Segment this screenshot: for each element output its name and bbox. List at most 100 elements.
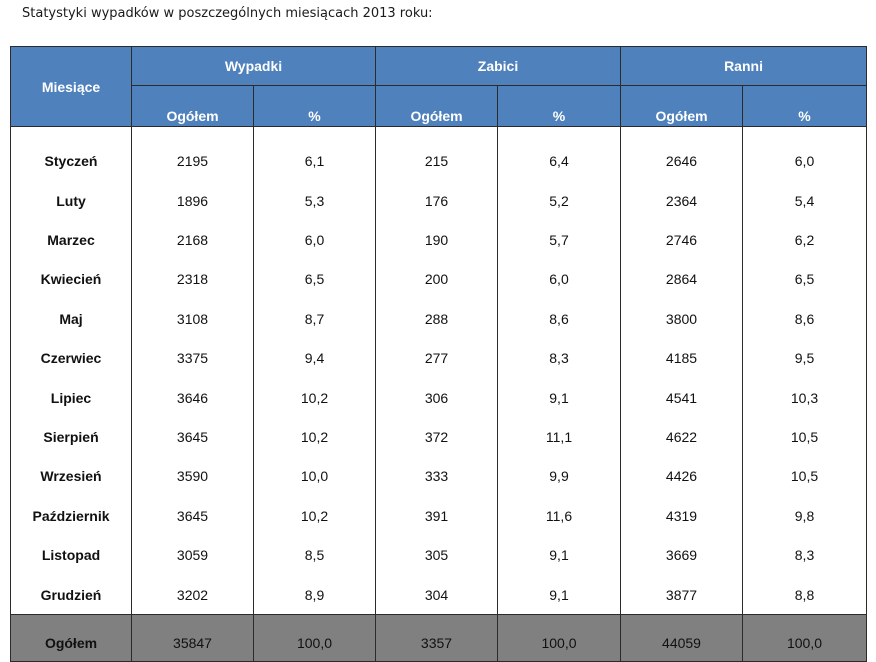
cell-wypadki-total: 3646 [131, 377, 254, 418]
cell-month: Kwiecień [10, 259, 132, 300]
cell-zabici-percent: 6,4 [497, 126, 621, 181]
cell-month: Październik [10, 496, 132, 536]
cell-zabici-total: 372 [375, 417, 498, 457]
cell-ranni-percent: 100,0 [741, 614, 868, 662]
cell-zabici-percent: 6,0 [497, 259, 621, 300]
cell-ranni-total: 2646 [620, 126, 743, 181]
cell-wypadki-total: 3590 [131, 456, 254, 497]
table-row: Wrzesień 3590 10,0 333 9,9 4426 10,5 [10, 456, 868, 497]
cell-month: Grudzień [10, 574, 132, 616]
table-row: Lipiec 3646 10,2 306 9,1 4541 10,3 [10, 377, 868, 418]
cell-ranni-total: 4622 [620, 417, 743, 457]
table-row: Czerwiec 3375 9,4 277 8,3 4185 9,5 [10, 338, 868, 378]
cell-zabici-percent: 5,2 [497, 181, 621, 221]
cell-wypadki-total: 3645 [131, 417, 254, 457]
cell-ranni-percent: 10,3 [741, 377, 868, 418]
cell-ranni-total: 4185 [620, 338, 743, 378]
table-row: Listopad 3059 8,5 305 9,1 3669 8,3 [10, 535, 868, 575]
cell-zabici-percent: 100,0 [497, 614, 621, 662]
cell-zabici-total: 288 [375, 299, 498, 339]
cell-wypadki-percent: 100,0 [253, 614, 376, 662]
header-total: Ogółem [620, 85, 743, 127]
header-percent: % [253, 85, 376, 127]
cell-month: Maj [10, 299, 132, 339]
cell-wypadki-percent: 6,1 [253, 126, 376, 181]
table-caption: Statystyki wypadków w poszczególnych mie… [22, 6, 433, 21]
cell-ranni-percent: 10,5 [741, 417, 868, 457]
cell-wypadki-percent: 10,2 [253, 417, 376, 457]
cell-wypadki-percent: 8,7 [253, 299, 376, 339]
cell-ranni-percent: 6,2 [741, 220, 868, 260]
cell-zabici-total: 304 [375, 574, 498, 616]
table-row: Maj 3108 8,7 288 8,6 3800 8,6 [10, 299, 868, 339]
cell-month: Czerwiec [10, 338, 132, 378]
cell-wypadki-total: 1896 [131, 181, 254, 221]
cell-ranni-total: 4426 [620, 456, 743, 497]
cell-month: Listopad [10, 535, 132, 575]
table-row: Grudzień 3202 8,9 304 9,1 3877 8,8 [10, 574, 868, 616]
cell-ranni-percent: 8,6 [741, 299, 868, 339]
cell-month: Marzec [10, 220, 132, 260]
cell-wypadki-percent: 6,0 [253, 220, 376, 260]
cell-wypadki-total: 2168 [131, 220, 254, 260]
cell-ranni-total: 44059 [620, 614, 743, 662]
cell-wypadki-percent: 9,4 [253, 338, 376, 378]
header-percent: % [497, 85, 621, 127]
table-row: Styczeń 2195 6,1 215 6,4 2646 6,0 [10, 126, 868, 181]
cell-wypadki-total: 3108 [131, 299, 254, 339]
table-row: Marzec 2168 6,0 190 5,7 2746 6,2 [10, 220, 868, 260]
cell-wypadki-percent: 10,2 [253, 377, 376, 418]
cell-zabici-total: 305 [375, 535, 498, 575]
cell-zabici-percent: 11,6 [497, 496, 621, 536]
header-total: Ogółem [131, 85, 254, 127]
cell-ranni-total: 3800 [620, 299, 743, 339]
cell-ranni-total: 2864 [620, 259, 743, 300]
cell-wypadki-percent: 8,9 [253, 574, 376, 616]
cell-zabici-percent: 9,1 [497, 535, 621, 575]
cell-wypadki-percent: 6,5 [253, 259, 376, 300]
total-row-label: Ogółem [10, 614, 132, 662]
cell-zabici-percent: 9,1 [497, 377, 621, 418]
table-row: Kwiecień 2318 6,5 200 6,0 2864 6,5 [10, 259, 868, 300]
header-total: Ogółem [375, 85, 498, 127]
cell-wypadki-percent: 10,2 [253, 496, 376, 536]
cell-zabici-percent: 9,1 [497, 574, 621, 616]
cell-zabici-percent: 5,7 [497, 220, 621, 260]
cell-month: Lipiec [10, 377, 132, 418]
cell-ranni-percent: 6,5 [741, 259, 868, 300]
total-row: Ogółem 35847 100,0 3357 100,0 44059 100,… [10, 614, 868, 662]
cell-ranni-total: 4319 [620, 496, 743, 536]
cell-ranni-percent: 9,5 [741, 338, 868, 378]
cell-wypadki-total: 35847 [131, 614, 254, 662]
cell-zabici-percent: 9,9 [497, 456, 621, 497]
cell-ranni-total: 4541 [620, 377, 743, 418]
header-group-ranni: Ranni [619, 46, 868, 86]
cell-zabici-total: 176 [375, 181, 498, 221]
cell-ranni-percent: 10,5 [741, 456, 868, 497]
header-group-zabici: Zabici [375, 46, 621, 86]
cell-ranni-percent: 8,3 [741, 535, 868, 575]
cell-zabici-percent: 8,3 [497, 338, 621, 378]
cell-ranni-total: 2746 [620, 220, 743, 260]
cell-zabici-total: 3357 [375, 614, 498, 662]
cell-month: Luty [10, 181, 132, 221]
cell-wypadki-total: 2318 [131, 259, 254, 300]
cell-zabici-total: 200 [375, 259, 498, 300]
header-months: Miesiące [10, 46, 132, 127]
cell-zabici-total: 306 [375, 377, 498, 418]
cell-ranni-percent: 9,8 [741, 496, 868, 536]
header-group-wypadki: Wypadki [131, 46, 376, 86]
table-row: Luty 1896 5,3 176 5,2 2364 5,4 [10, 181, 868, 221]
cell-ranni-percent: 6,0 [741, 126, 868, 181]
cell-wypadki-total: 3059 [131, 535, 254, 575]
cell-zabici-percent: 8,6 [497, 299, 621, 339]
cell-ranni-total: 2364 [620, 181, 743, 221]
cell-wypadki-total: 3375 [131, 338, 254, 378]
cell-month: Sierpień [10, 417, 132, 457]
cell-month: Styczeń [10, 126, 132, 181]
accident-statistics-table: Miesiące Wypadki Zabici Ranni Ogółem % O… [10, 46, 868, 662]
cell-ranni-total: 3669 [620, 535, 743, 575]
cell-ranni-percent: 8,8 [741, 574, 868, 616]
cell-wypadki-total: 3645 [131, 496, 254, 536]
cell-zabici-total: 391 [375, 496, 498, 536]
